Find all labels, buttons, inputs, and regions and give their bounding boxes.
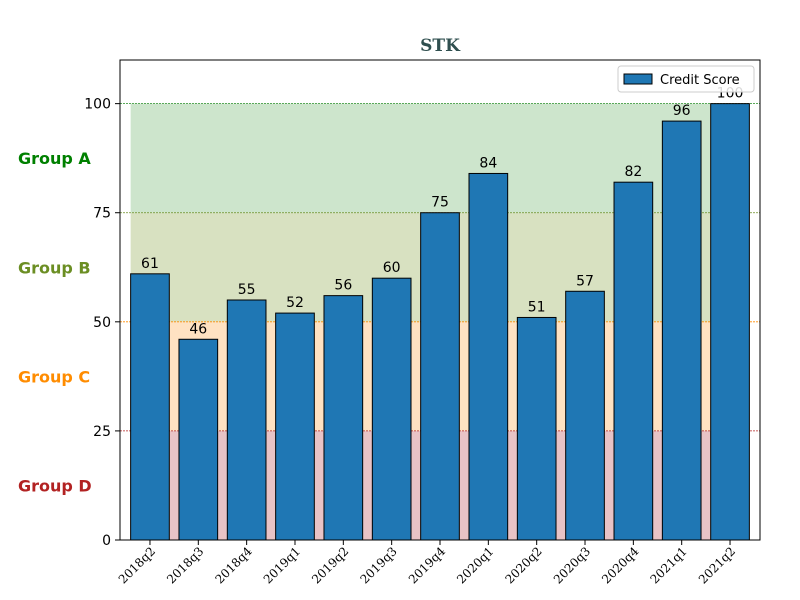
bar-value-label: 61 [141,256,159,272]
x-tick-label: 2020q1 [454,544,496,586]
bar-2020q3 [565,290,605,541]
group-label-group-c: Group C [18,367,90,386]
y-tick-label: 50 [93,315,111,331]
legend: Credit Score [617,65,755,93]
bar-2018q4 [226,299,267,541]
bar-2020q1 [468,172,509,541]
bar-2019q4 [420,212,460,541]
bar-2021q2 [710,103,750,541]
group-labels: Group D Group C Group B Group A [18,149,92,495]
y-tick-label: 0 [102,533,111,549]
bar-2018q2 [130,273,170,541]
y-tick-label: 25 [93,424,111,440]
x-tick-label: 2019q4 [406,544,449,587]
bar-value-label: 75 [431,195,449,211]
bar-value-label: 51 [528,299,546,315]
legend-swatch [623,73,653,85]
bar-value-label: 56 [334,278,352,294]
bar-2019q1 [275,312,315,541]
x-tick-label: 2021q2 [696,544,738,586]
bar-2020q2 [516,316,557,541]
group-label-group-a: Group A [18,149,91,168]
bar-value-label: 82 [624,164,642,180]
x-tick-label: 2018q3 [164,544,206,586]
x-tick-label: 2019q1 [261,544,303,586]
x-tick-label: 2020q4 [599,544,642,587]
chart-title: STK [420,36,461,56]
x-tick-label: 2019q3 [357,544,399,586]
legend-entry-credit-score: Credit Score [660,73,740,88]
bar-2021q1 [661,120,702,541]
x-tick-label: 2020q3 [551,544,593,586]
x-tick-label: 2020q2 [502,544,544,586]
y-tick-label: 100 [84,97,111,113]
bar-value-label: 46 [189,321,207,337]
bar-2018q3 [178,338,219,541]
bar-2020q4 [613,181,654,541]
x-tick-label: 2018q4 [212,544,255,587]
x-tick-label: 2019q2 [309,544,351,586]
bar-value-label: 57 [576,273,594,289]
bars [130,103,750,541]
legend-box [617,65,755,93]
x-tick-label: 2018q2 [116,544,158,586]
y-axis: 0 25 50 75 100 [84,97,120,549]
group-label-group-d: Group D [18,476,92,495]
bar-value-label: 84 [479,155,497,171]
x-axis: 2018q2 2018q3 2018q4 2019q1 2019q2 2019q3 2019… [116,540,738,587]
bar-value-label: 52 [286,295,304,311]
bar-2019q3 [371,277,412,541]
bar-value-label: 55 [238,282,256,298]
y-tick-label: 75 [93,206,111,222]
group-label-group-b: Group B [18,258,91,277]
bar-value-label: 96 [673,103,691,119]
x-tick-label: 2021q1 [647,544,689,586]
bar-2019q2 [323,295,364,541]
bar-value-label: 60 [383,260,401,276]
